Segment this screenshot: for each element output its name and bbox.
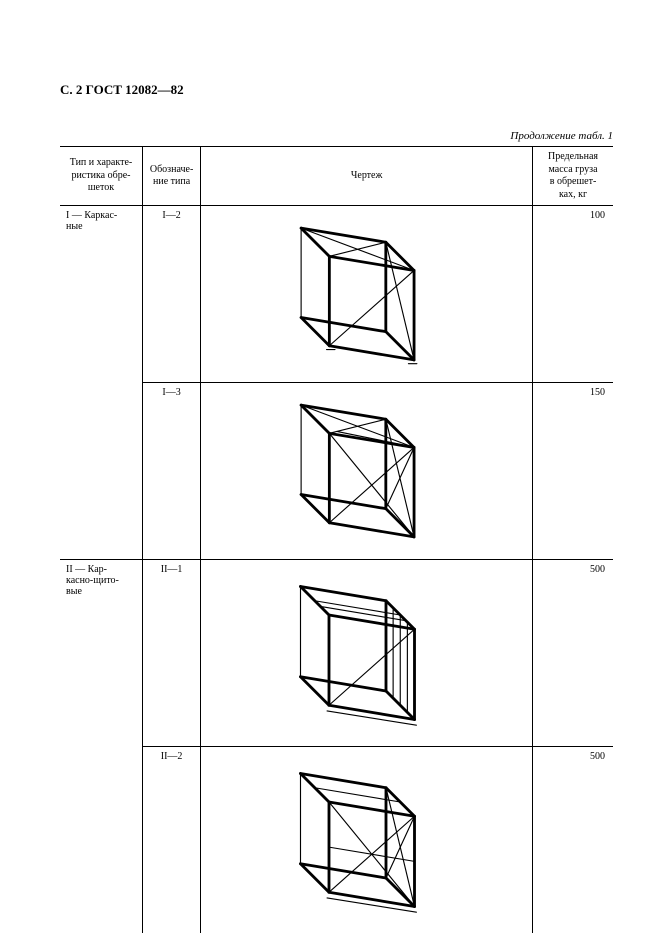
cell-mass: 100 xyxy=(533,206,613,383)
page-header: С. 2 ГОСТ 12082—82 xyxy=(60,82,613,98)
table-row: I—3 150 xyxy=(60,383,613,560)
cell-mass: 500 xyxy=(533,747,613,934)
col-header-designation: Обозначе-ние типа xyxy=(142,147,200,206)
cell-designation: I—3 xyxy=(142,383,200,560)
cell-designation: II—1 xyxy=(142,560,200,747)
cell-type xyxy=(60,383,142,560)
cell-designation: II—2 xyxy=(142,747,200,934)
cell-drawing xyxy=(201,383,533,560)
col-header-drawing: Чертеж xyxy=(201,147,533,206)
crate-drawing-ii1 xyxy=(272,568,462,738)
cell-drawing xyxy=(201,747,533,934)
crate-drawing-i3 xyxy=(272,391,462,551)
table-row: II — Кар-касно-щито-выеII—1 500 xyxy=(60,560,613,747)
cell-mass: 150 xyxy=(533,383,613,560)
table-row: I — Каркас-ныеI—2 100 xyxy=(60,206,613,383)
table-row: II—2 500 xyxy=(60,747,613,934)
cell-designation: I—2 xyxy=(142,206,200,383)
crate-drawing-ii2 xyxy=(272,755,462,925)
cell-type: I — Каркас-ные xyxy=(60,206,142,383)
cell-mass: 500 xyxy=(533,560,613,747)
col-header-mass: Предельнаямасса грузав обрешет-ках, кг xyxy=(533,147,613,206)
cell-drawing xyxy=(201,560,533,747)
table-continuation-caption: Продолжение табл. 1 xyxy=(60,130,613,142)
crate-drawing-i2 xyxy=(272,214,462,374)
col-header-type: Тип и характе-ристика обре-шеток xyxy=(60,147,142,206)
crates-table: Тип и характе-ристика обре-шеток Обознач… xyxy=(60,146,613,933)
cell-drawing xyxy=(201,206,533,383)
cell-type xyxy=(60,747,142,934)
cell-type: II — Кар-касно-щито-вые xyxy=(60,560,142,747)
